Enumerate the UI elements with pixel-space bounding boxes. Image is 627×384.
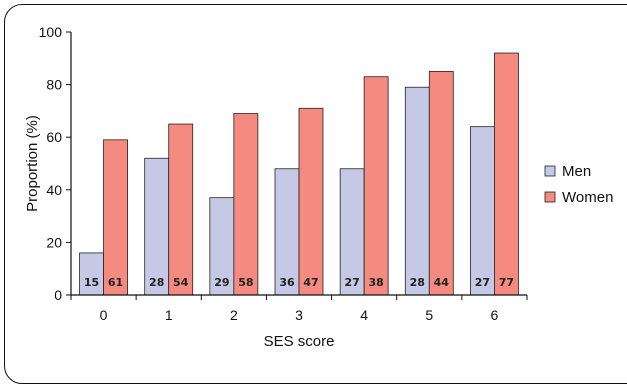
bar-women-2 xyxy=(233,113,259,296)
count-label-women-2: 58 xyxy=(238,276,253,289)
x-tick-label-1: 1 xyxy=(165,307,173,323)
y-tick-label-80: 80 xyxy=(46,77,62,93)
y-tick-label-100: 100 xyxy=(39,24,63,40)
legend-swatch-men xyxy=(544,165,556,177)
bar-chart: 15 61 28 54 29 58 36 47 27 38 28 44 27 77 0 1 2 3 4 5 60204… xyxy=(24,24,613,350)
x-axis-title: SES score xyxy=(264,333,335,350)
count-label-men-2: 29 xyxy=(214,276,229,289)
x-tick-label-2: 2 xyxy=(230,307,238,323)
x-tick-label-0: 0 xyxy=(100,307,108,323)
bar-men-6 xyxy=(470,126,495,296)
count-label-women-6: 77 xyxy=(499,276,514,289)
legend: Men Women xyxy=(544,163,613,206)
y-tick-label-0: 0 xyxy=(54,287,62,303)
count-label-women-3: 47 xyxy=(303,276,318,289)
count-label-women-1: 54 xyxy=(173,276,189,289)
y-tick-label-60: 60 xyxy=(46,129,62,145)
bar-men-5 xyxy=(404,86,430,296)
y-axis-title: Proportion (%) xyxy=(24,115,41,212)
x-tick-label-4: 4 xyxy=(360,307,368,323)
x-tick-label-5: 5 xyxy=(425,307,433,323)
bar-women-4 xyxy=(363,76,389,296)
count-label-men-6: 27 xyxy=(475,276,490,289)
bar-men-2 xyxy=(209,197,235,296)
x-tick-label-3: 3 xyxy=(295,307,303,323)
count-labels-group: 15 61 28 54 29 58 36 47 27 38 28 44 27 77 xyxy=(84,276,514,289)
bar-women-6 xyxy=(494,52,519,296)
count-label-men-0: 15 xyxy=(84,276,99,289)
count-label-women-0: 61 xyxy=(108,276,123,289)
bar-women-5 xyxy=(428,71,454,296)
count-label-men-4: 27 xyxy=(344,276,359,289)
count-label-men-5: 28 xyxy=(410,276,425,289)
y-tick-label-40: 40 xyxy=(46,182,62,198)
bar-men-1 xyxy=(144,157,170,296)
legend-swatch-women xyxy=(544,191,556,203)
y-tick-label-20: 20 xyxy=(46,234,62,250)
count-label-women-5: 44 xyxy=(434,276,450,289)
count-label-men-1: 28 xyxy=(149,276,164,289)
x-tick-label-6: 6 xyxy=(491,307,499,323)
count-label-women-4: 38 xyxy=(368,276,383,289)
bar-women-3 xyxy=(298,107,324,296)
legend-label-women: Women xyxy=(562,189,613,206)
bar-women-1 xyxy=(168,123,194,296)
bar-women-0 xyxy=(103,139,128,296)
bars-group xyxy=(79,52,519,296)
count-label-men-3: 36 xyxy=(279,276,295,289)
legend-label-men: Men xyxy=(562,163,591,180)
